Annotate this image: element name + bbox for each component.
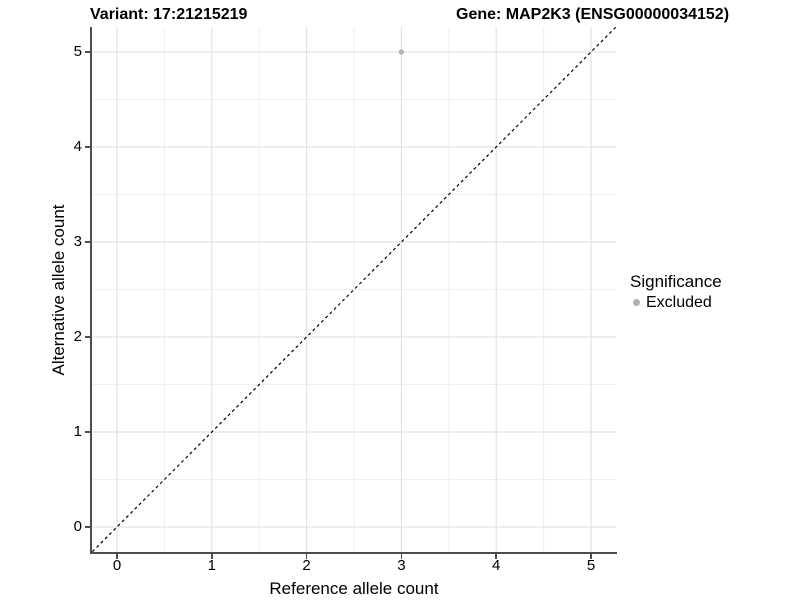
x-tick-label: 2 — [302, 557, 311, 574]
y-tick-mark — [85, 51, 90, 53]
gene-title: Gene: MAP2K3 (ENSG00000034152) — [456, 6, 730, 23]
x-axis-line — [90, 552, 617, 554]
x-tick-label: 1 — [207, 557, 216, 574]
x-tick-mark — [211, 554, 213, 559]
y-tick-mark — [85, 336, 90, 338]
y-axis-line — [90, 27, 92, 554]
y-tick-label: 5 — [73, 43, 82, 60]
y-tick-mark — [85, 146, 90, 148]
excluded-point-icon — [633, 299, 640, 306]
x-tick-mark — [495, 554, 497, 559]
y-tick-label: 2 — [73, 328, 82, 345]
y-axis-title: Alternative allele count — [49, 204, 68, 376]
legend: Significance Excluded — [630, 271, 722, 312]
x-tick-label: 4 — [492, 557, 501, 574]
x-tick-mark — [590, 554, 592, 559]
variant-title: Variant: 17:21215219 — [90, 6, 248, 23]
y-tick-mark — [85, 241, 90, 243]
y-tick-label: 3 — [73, 233, 82, 250]
legend-title: Significance — [630, 272, 722, 291]
x-tick-mark — [305, 554, 308, 559]
plot-panel — [91, 26, 617, 553]
legend-item-excluded: Excluded — [630, 293, 722, 312]
x-axis-title: Reference allele count — [269, 579, 439, 598]
y-tick-label: 1 — [73, 423, 82, 440]
x-tick-label: 5 — [586, 557, 596, 574]
x-tick-mark — [116, 554, 118, 559]
y-tick-label: 0 — [73, 518, 82, 535]
data-point — [398, 49, 405, 55]
y-tick-mark — [85, 526, 90, 528]
plot-area — [91, 26, 617, 553]
y-tick-label: 4 — [73, 138, 82, 155]
y-tick-mark — [85, 431, 90, 433]
x-tick-mark — [400, 554, 403, 559]
x-tick-label: 3 — [397, 557, 406, 574]
x-tick-label: 0 — [112, 557, 122, 574]
legend-item-label: Excluded — [646, 294, 712, 311]
